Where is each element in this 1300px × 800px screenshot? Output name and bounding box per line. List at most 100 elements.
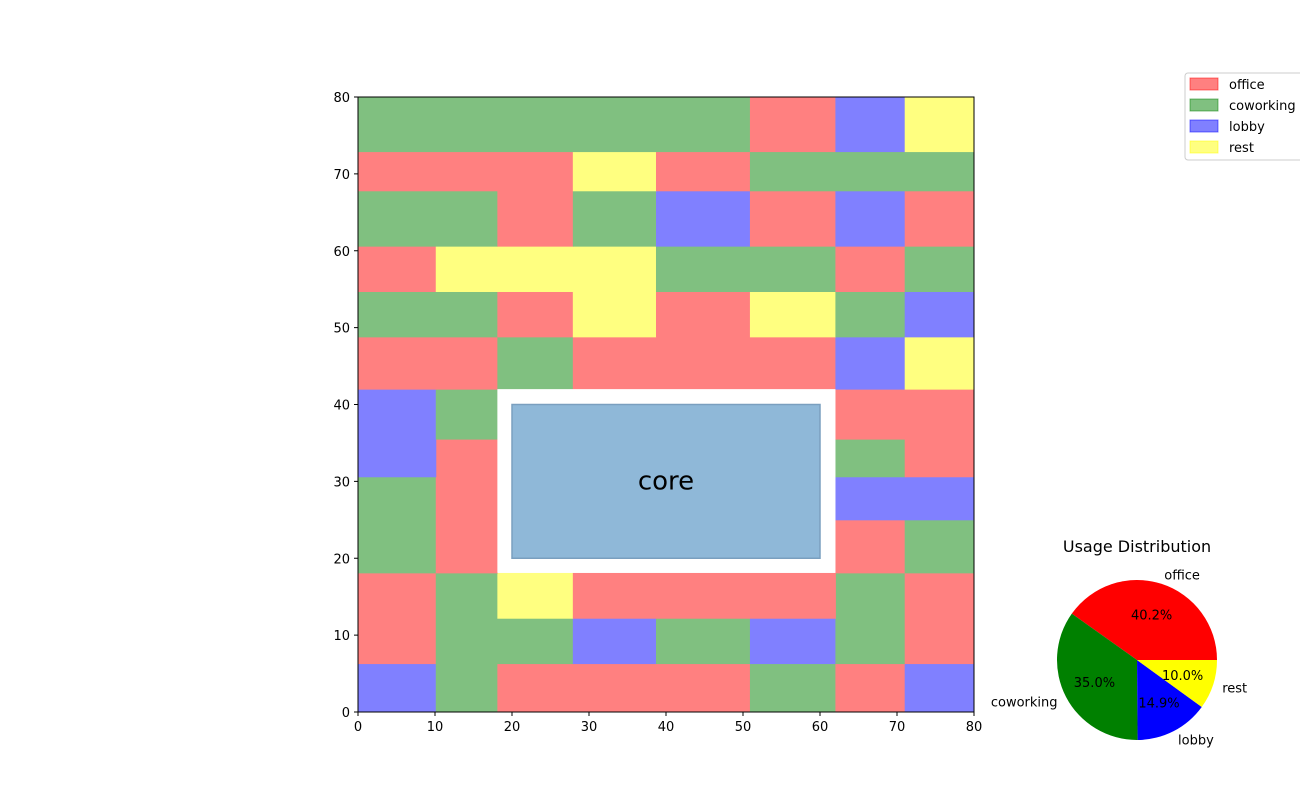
pie-pct-label: 35.0%	[1074, 676, 1115, 691]
legend-label-coworking: coworking	[1229, 99, 1296, 114]
y-tick-label: 50	[333, 322, 350, 337]
plan-cell-coworking	[435, 572, 498, 665]
plan-cell-rest	[572, 246, 657, 338]
y-tick-label: 10	[333, 629, 350, 644]
plan-cell-rest	[435, 246, 574, 292]
plan-cell-office	[435, 439, 498, 574]
plan-cell-coworking	[835, 439, 906, 478]
plan-cell-office	[358, 151, 574, 192]
legend-label-office: office	[1229, 78, 1265, 93]
pie-chart: Usage Distribution 40.2% office 35.0% cowor…	[991, 537, 1247, 749]
plan-cell-office	[835, 519, 906, 574]
core-label: core	[638, 466, 694, 496]
plan-cell-lobby	[904, 291, 975, 338]
legend: office coworking lobby rest	[1184, 72, 1300, 161]
plan-cell-rest	[904, 97, 975, 153]
y-tick-label: 0	[342, 706, 350, 721]
x-tick-label: 80	[966, 720, 983, 735]
x-tick-label: 50	[735, 720, 752, 735]
pie-category-label: lobby	[1178, 734, 1214, 749]
pie-slices	[1057, 580, 1217, 741]
pie-slice-lobby	[1137, 660, 1202, 740]
plan-cell-coworking	[358, 291, 498, 338]
plan-cell-office	[904, 572, 975, 665]
legend-entries: office coworking lobby rest	[1189, 77, 1296, 156]
plan-cell-office	[358, 336, 498, 390]
plan-cell-lobby	[358, 389, 437, 478]
pie-title: Usage Distribution	[1063, 537, 1211, 556]
x-tick-label: 30	[581, 720, 598, 735]
pie-slice-rest	[1137, 660, 1217, 707]
plan-cell-coworking	[358, 97, 751, 153]
y-tick-label: 30	[333, 475, 350, 490]
y-tick-label: 80	[333, 91, 350, 106]
legend-swatch-office	[1189, 77, 1219, 91]
plan-cell-office	[358, 246, 437, 292]
plan-cell-lobby	[835, 476, 975, 521]
plan-cell-office	[497, 190, 574, 247]
plan-cell-office	[904, 389, 975, 478]
plan-cell-office	[572, 336, 836, 390]
plan-cell-office	[358, 572, 437, 665]
pie-pct-label: 14.9%	[1138, 697, 1179, 712]
legend-swatch-rest	[1189, 140, 1219, 154]
plan-cell-lobby	[835, 336, 906, 390]
plan-cell-lobby	[358, 663, 437, 713]
legend-label-lobby: lobby	[1229, 120, 1265, 135]
plan-cell-rest	[904, 336, 975, 390]
plan-cell-coworking	[835, 572, 906, 665]
y-tick-label: 40	[333, 399, 350, 414]
plan-cell-office	[835, 246, 906, 292]
plan-cell-coworking	[749, 151, 975, 192]
y-tick-label: 70	[333, 168, 350, 183]
plan-cell-office	[655, 151, 751, 192]
plan-cell-lobby	[835, 190, 906, 247]
y-tick-label: 20	[333, 552, 350, 567]
legend-swatch-coworking	[1189, 98, 1219, 112]
plan-cell-coworking	[655, 246, 836, 292]
pie-slice-office	[1071, 580, 1217, 660]
plan-cell-coworking	[655, 618, 751, 665]
plan-cell-office	[497, 291, 574, 338]
plan-cell-coworking	[904, 519, 975, 574]
plan-cell-office	[904, 190, 975, 247]
plan-cell-coworking	[435, 389, 498, 440]
plan-cell-lobby	[572, 618, 657, 665]
plan-cell-office	[749, 97, 836, 153]
plan-cell-rest	[749, 291, 836, 338]
plan-cell-office	[835, 663, 906, 713]
plan-cell-office	[749, 190, 836, 247]
plan-cell-office	[655, 291, 751, 338]
pie-category-label: rest	[1222, 682, 1247, 697]
x-tick-label: 0	[354, 720, 362, 735]
plan-cell-office	[835, 389, 906, 440]
legend-label-rest: rest	[1229, 141, 1254, 156]
x-tick-label: 70	[889, 720, 906, 735]
plan-cell-rest	[572, 151, 657, 192]
plan-cell-coworking	[835, 291, 906, 338]
pie-pct-label: 10.0%	[1162, 669, 1203, 684]
plan-cell-coworking	[749, 663, 836, 713]
plan-cell-rest	[497, 572, 574, 619]
plan-cell-lobby	[835, 97, 906, 153]
pie-slice-coworking	[1057, 613, 1138, 741]
plan-cell-office	[497, 663, 751, 713]
plan-cell-coworking	[435, 663, 498, 713]
x-tick-label: 20	[504, 720, 521, 735]
plan-cell-coworking	[497, 336, 574, 390]
floor-plan-chart: core 0 10 20 30 40 50 60 70 80 0 10 20 30 40 50 60 70 80	[333, 91, 982, 735]
plan-cell-coworking	[497, 618, 574, 665]
pie-labels: 40.2% office 35.0% coworking 14.9% lobby 10.0%…	[991, 569, 1247, 749]
plan-cell-office	[572, 572, 836, 619]
plan-cell-coworking	[904, 246, 975, 292]
pie-category-label: office	[1164, 569, 1200, 584]
x-tick-label: 60	[812, 720, 829, 735]
plan-cell-lobby	[904, 663, 975, 713]
plan-cell-lobby	[655, 190, 751, 247]
pie-category-label: coworking	[991, 695, 1058, 710]
plan-cell-coworking	[572, 190, 657, 247]
legend-frame	[1184, 72, 1300, 161]
legend-swatch-lobby	[1189, 119, 1219, 133]
x-axis: 0 10 20 30 40 50 60 70 80	[354, 712, 982, 735]
plan-cell-lobby	[749, 618, 836, 665]
